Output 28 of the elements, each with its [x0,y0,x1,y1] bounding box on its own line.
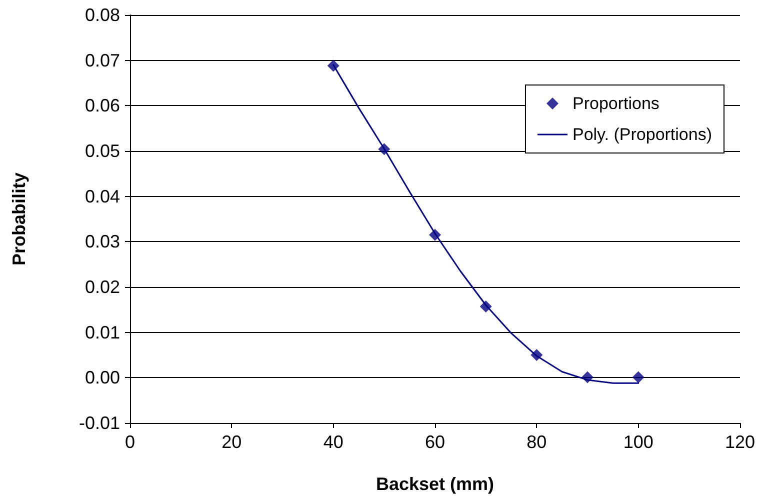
point [429,228,441,241]
x-tick-label: 20 [222,432,242,452]
x-axis-title: Backset (mm) [376,474,494,494]
y-tick-label: 0.07 [84,50,120,70]
x-tick-label: 0 [124,432,136,452]
x-tick-label: 120 [724,432,756,452]
x-tick-label: 40 [323,432,344,452]
y-tick-label: 0.06 [84,96,120,116]
y-tick-label: 0.02 [84,277,120,297]
y-tick-label: 0.03 [84,232,120,252]
y-tick-label: 0.04 [84,186,120,206]
x-tick-label: 80 [526,432,547,452]
y-tick-label: 0.00 [84,368,120,388]
point [378,143,390,156]
y-tick-label: -0.01 [78,413,120,433]
x-tick-label: 60 [424,432,446,452]
legend-label: Poly. (Proportions) [572,125,712,144]
y-tick-label: 0.01 [84,322,120,342]
y-tick-label: 0.08 [84,5,120,25]
point [480,300,492,312]
point [582,371,594,384]
point [530,349,543,361]
y-tick-label: 0.05 [84,141,120,161]
point [327,60,340,72]
x-tick-label: 100 [623,432,654,452]
legend-label: Proportions [572,94,660,113]
point [632,371,644,384]
y-axis-title: Probability [9,172,29,266]
